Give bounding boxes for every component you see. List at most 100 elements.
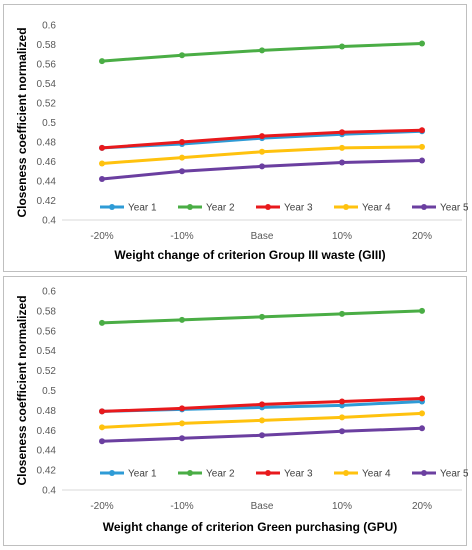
legend-label-year-5: Year 5 <box>440 469 468 480</box>
data-point-year-3 <box>259 133 265 140</box>
x-tick-label: 20% <box>412 501 432 512</box>
y-tick-label: 0.6 <box>42 287 56 298</box>
data-point-year-5 <box>179 168 185 175</box>
data-point-year-3 <box>179 405 185 412</box>
data-point-year-3 <box>99 408 105 415</box>
y-tick-label: 0.52 <box>37 366 57 377</box>
chart-panel-gpu: 0.4 0.42 0.44 0.46 0.48 0.5 0.52 0.54 0.56 0.58 0.… <box>3 276 468 546</box>
data-point-year-4 <box>179 154 185 161</box>
data-point-year-4 <box>179 420 185 427</box>
legend-marker-year-2 <box>187 470 193 476</box>
chart-panel-giii: 0.4 0.42 0.44 0.46 0.48 0.5 0.52 0.54 0.56 0.58 0.… <box>3 4 468 272</box>
y-tick-label: 0.44 <box>37 177 57 188</box>
data-point-year-5 <box>419 425 425 432</box>
legend-label-year-5: Year 5 <box>440 203 468 214</box>
legend-marker-year-2 <box>187 204 193 210</box>
data-point-year-2 <box>339 310 345 317</box>
y-tick-label: 0.46 <box>37 157 57 168</box>
data-point-year-4 <box>259 417 265 424</box>
x-tick-label: -10% <box>170 501 193 512</box>
x-tick-label: Base <box>251 501 274 512</box>
y-tick-label: 0.58 <box>37 40 57 51</box>
legend-marker-year-1 <box>109 470 115 476</box>
data-point-year-4 <box>339 144 345 151</box>
y-tick-label: 0.4 <box>42 216 56 227</box>
y-tick-label: 0.5 <box>42 118 56 129</box>
data-point-year-2 <box>99 319 105 326</box>
y-tick-label: 0.6 <box>42 21 56 32</box>
data-point-year-4 <box>259 148 265 155</box>
y-tick-label: 0.5 <box>42 386 56 397</box>
legend-label-year-4: Year 4 <box>362 203 391 214</box>
data-point-year-2 <box>419 40 425 47</box>
data-point-year-3 <box>259 401 265 408</box>
data-point-year-5 <box>419 157 425 164</box>
legend-label-year-4: Year 4 <box>362 469 391 480</box>
x-tick-label: -20% <box>90 231 113 242</box>
legend-label-year-1: Year 1 <box>128 203 157 214</box>
data-point-year-5 <box>99 438 105 445</box>
x-tick-label: 20% <box>412 231 432 242</box>
x-tick-label: 10% <box>332 231 352 242</box>
legend-marker-year-4 <box>343 470 349 476</box>
y-tick-label: 0.52 <box>37 99 57 110</box>
y-tick-label: 0.46 <box>37 426 57 437</box>
data-point-year-2 <box>339 43 345 50</box>
y-tick-label: 0.56 <box>37 326 57 337</box>
legend-marker-year-5 <box>421 470 427 476</box>
y-tick-label: 0.58 <box>37 306 57 317</box>
series-line-year-5 <box>101 159 423 181</box>
y-tick-label: 0.54 <box>37 79 57 90</box>
x-axis-title: Weight change of criterion Group III was… <box>114 248 385 262</box>
data-point-year-3 <box>339 398 345 405</box>
y-tick-label: 0.48 <box>37 406 57 417</box>
data-point-year-2 <box>179 52 185 59</box>
data-point-year-2 <box>99 58 105 65</box>
data-point-year-3 <box>339 129 345 136</box>
y-tick-label: 0.48 <box>37 138 57 149</box>
x-tick-label: -20% <box>90 501 113 512</box>
y-tick-label: 0.56 <box>37 60 57 71</box>
data-point-year-4 <box>419 143 425 150</box>
legend-marker-year-5 <box>421 204 427 210</box>
legend-label-year-3: Year 3 <box>284 469 313 480</box>
legend-label-year-2: Year 2 <box>206 203 235 214</box>
y-axis-title: Closeness coefficient normalized <box>15 27 29 217</box>
y-tick-label: 0.42 <box>37 466 57 477</box>
data-point-year-5 <box>259 163 265 170</box>
x-tick-label: Base <box>251 231 274 242</box>
data-point-year-5 <box>259 432 265 439</box>
data-point-year-4 <box>99 424 105 431</box>
data-point-year-4 <box>99 160 105 167</box>
data-point-year-3 <box>419 127 425 134</box>
data-point-year-3 <box>179 139 185 145</box>
x-axis-title: Weight change of criterion Green purchas… <box>103 520 397 534</box>
y-tick-label: 0.4 <box>42 486 56 497</box>
y-tick-label: 0.54 <box>37 346 57 357</box>
y-axis-title: Closeness coefficient normalized <box>15 295 29 485</box>
data-point-year-3 <box>99 144 105 151</box>
data-point-year-5 <box>179 435 185 442</box>
y-tick-label: 0.42 <box>37 196 57 207</box>
y-tick-label: 0.44 <box>37 446 57 457</box>
legend-label-year-3: Year 3 <box>284 203 313 214</box>
line-chart-gpu: 0.4 0.42 0.44 0.46 0.48 0.5 0.52 0.54 0.56 0.58 0.… <box>15 287 468 535</box>
legend-marker-year-3 <box>265 470 271 476</box>
legend-label-year-2: Year 2 <box>206 469 235 480</box>
data-point-year-5 <box>339 428 345 435</box>
legend-marker-year-1 <box>109 204 115 210</box>
data-point-year-4 <box>339 414 345 421</box>
data-point-year-2 <box>259 47 265 54</box>
x-tick-label: 10% <box>332 501 352 512</box>
data-point-year-2 <box>259 313 265 320</box>
x-tick-label: -10% <box>170 231 193 242</box>
data-point-year-4 <box>419 410 425 417</box>
data-point-year-3 <box>419 395 425 402</box>
legend-label-year-1: Year 1 <box>128 469 157 480</box>
data-point-year-5 <box>339 159 345 166</box>
legend-marker-year-3 <box>265 204 271 210</box>
data-point-year-5 <box>99 176 105 183</box>
line-chart-giii: 0.4 0.42 0.44 0.46 0.48 0.5 0.52 0.54 0.56 0.58 0.… <box>15 21 468 263</box>
legend-marker-year-4 <box>343 204 349 210</box>
data-point-year-2 <box>419 307 425 314</box>
